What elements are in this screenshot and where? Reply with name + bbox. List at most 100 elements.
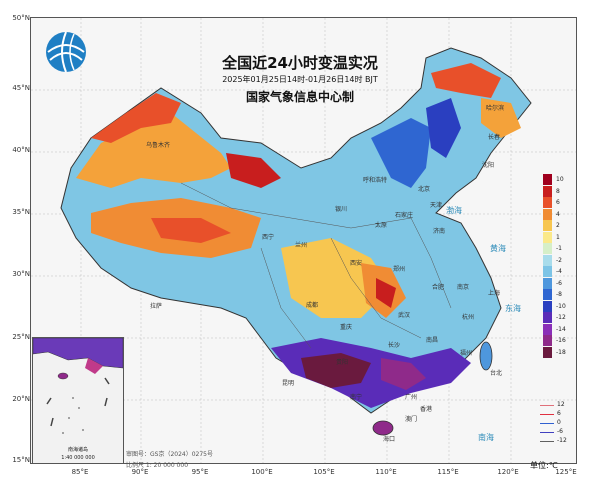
- city-label: 银川: [335, 206, 348, 213]
- city-label: 广州: [405, 394, 418, 401]
- city-label: 北京: [418, 186, 431, 193]
- legend-label: -12: [556, 314, 566, 321]
- city-label: 台北: [490, 370, 503, 377]
- city-label: 天津: [430, 202, 443, 209]
- legend-label: 4: [556, 210, 560, 218]
- inset-scale: 1:40 000 000: [61, 455, 95, 461]
- lat-label: 45°N: [12, 84, 30, 92]
- lon-label: 100°E: [251, 468, 273, 476]
- legend-swatch: [543, 277, 552, 289]
- sea-label: 南海: [478, 433, 494, 442]
- city-label: 济南: [433, 228, 446, 235]
- city-label: 拉萨: [150, 303, 163, 310]
- lat-label: 40°N: [12, 146, 30, 154]
- sea-label: 渤海: [446, 206, 462, 215]
- sea-label: 东海: [505, 304, 521, 313]
- lon-label: 105°E: [313, 468, 335, 476]
- legend-label: -6: [556, 279, 562, 287]
- legend-swatch: [543, 289, 552, 300]
- lon-label: 125°E: [555, 468, 577, 476]
- temperature-change-map: [31, 18, 576, 463]
- approval-number: 审图号：GS京（2024）0275号: [126, 451, 213, 458]
- legend-label: -2: [556, 256, 562, 264]
- contour-line-sample: [540, 414, 554, 415]
- map-subtitle: 2025年01月25日14时-01月26日14时 BJT: [222, 75, 378, 84]
- cma-globe-logo: [46, 31, 86, 73]
- city-label: 乌鲁木齐: [146, 142, 171, 149]
- lat-label: 50°N: [12, 14, 30, 22]
- lon-label: 115°E: [437, 468, 459, 476]
- city-label: 澳门: [405, 416, 418, 423]
- legend-swatch: [543, 346, 552, 358]
- legend-swatch: [543, 208, 552, 220]
- legend-label: -4: [556, 268, 562, 275]
- city-label: 长沙: [388, 342, 401, 349]
- city-label: 太原: [375, 222, 388, 229]
- legend-label: 10: [556, 176, 564, 183]
- contour-line-sample: [540, 423, 554, 424]
- legend-swatch: [543, 185, 552, 197]
- lon-label: 90°E: [131, 468, 149, 476]
- city-label: 香港: [420, 406, 433, 413]
- legend-swatch: [543, 254, 552, 266]
- city-label: 兰州: [295, 242, 308, 249]
- legend-label: 1: [556, 233, 560, 241]
- city-label: 武汉: [398, 312, 411, 319]
- lon-label: 120°E: [497, 468, 519, 476]
- city-label: 上海: [488, 290, 501, 297]
- city-label: 合肥: [432, 284, 445, 291]
- city-label: 西安: [350, 260, 363, 267]
- lon-label: 85°E: [71, 468, 89, 476]
- city-label: 海口: [383, 436, 396, 443]
- city-label: 南宁: [350, 394, 363, 401]
- contour-label: 12: [557, 401, 565, 408]
- inset-title: 南海诸岛: [67, 447, 88, 453]
- legend-label: -18: [556, 348, 566, 356]
- contour-label: -12: [557, 437, 567, 444]
- lon-label: 110°E: [375, 468, 397, 476]
- legend-label: -1: [556, 245, 562, 252]
- city-label: 长春: [488, 134, 501, 141]
- contour-line-sample: [540, 405, 554, 406]
- city-label: 石家庄: [395, 212, 414, 219]
- map-scale: 比例尺 1: 20 000 000: [126, 462, 189, 469]
- legend-label: 2: [556, 222, 560, 229]
- city-label: 南京: [457, 284, 470, 291]
- inset-map: [32, 337, 124, 434]
- city-label: 沈阳: [482, 162, 495, 169]
- city-label: 呼和浩特: [363, 177, 388, 184]
- lat-label: 20°N: [12, 395, 30, 403]
- contour-label: -6: [557, 428, 563, 435]
- legend-label: -16: [556, 337, 566, 344]
- city-label: 哈尔滨: [486, 105, 505, 112]
- city-label: 福州: [460, 350, 473, 357]
- legend-label: 8: [556, 187, 560, 195]
- lat-label: 25°N: [12, 333, 30, 341]
- contour-line-sample: [540, 441, 554, 442]
- city-label: 西宁: [262, 234, 275, 241]
- contour-label: 0: [557, 419, 561, 426]
- south-china-sea-inset: 南海诸岛 1:40 000 000: [32, 337, 124, 464]
- legend-label: -14: [556, 325, 566, 333]
- map-title: 全国近24小时变温实况: [222, 54, 378, 72]
- lat-label: 15°N: [12, 456, 30, 464]
- lat-label: 35°N: [12, 208, 30, 216]
- legend-label: 6: [556, 199, 560, 206]
- city-label: 贵阳: [336, 359, 349, 366]
- legend-label: -10: [556, 302, 566, 310]
- city-label: 重庆: [340, 324, 353, 331]
- city-label: 南昌: [426, 337, 439, 344]
- legend-swatch: [543, 312, 552, 323]
- legend-swatch: [543, 197, 552, 208]
- lat-label: 30°N: [12, 270, 30, 278]
- city-label: 昆明: [282, 380, 295, 387]
- lon-label: 95°E: [191, 468, 209, 476]
- legend-swatch: [543, 231, 552, 243]
- legend-swatch: [543, 323, 552, 335]
- legend-swatch: [543, 266, 552, 277]
- legend-label: -8: [556, 291, 562, 298]
- contour-label: 6: [557, 410, 561, 417]
- contour-line-sample: [540, 432, 554, 433]
- legend-swatch: [543, 243, 552, 254]
- sea-label: 黄海: [490, 244, 506, 253]
